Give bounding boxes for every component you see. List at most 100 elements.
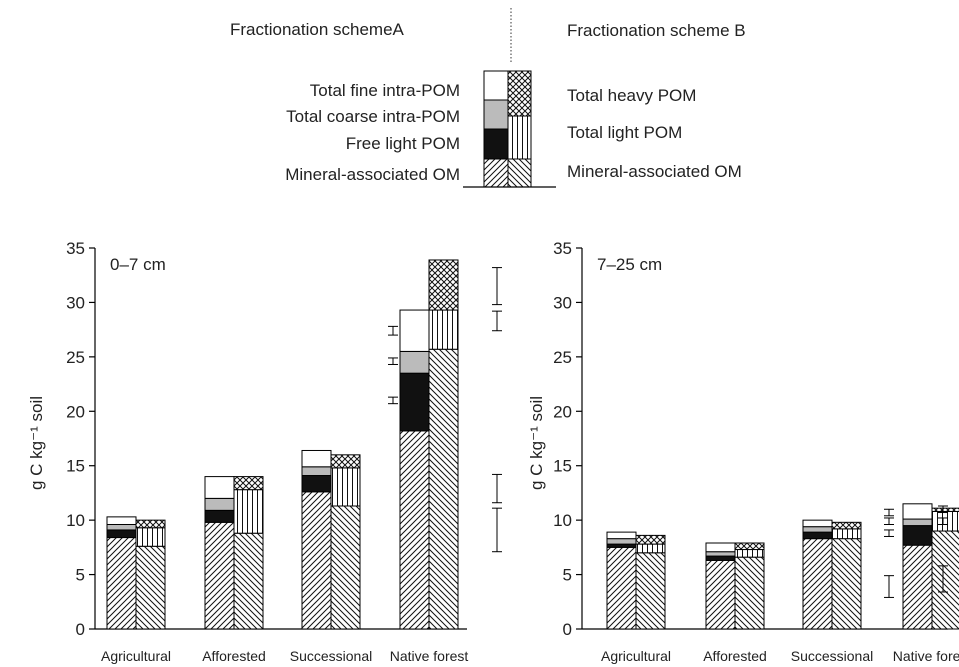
legend-swatch-mineral-om-b: [507, 158, 532, 188]
bar-segment-a: [705, 551, 736, 557]
bar-segment-a: [399, 350, 430, 374]
x-category-label: Afforested: [202, 648, 266, 664]
y-tick-label: 15: [66, 457, 85, 476]
bar-segment-b: [330, 454, 361, 469]
bar-segment-b: [233, 532, 264, 630]
bar-segment-b: [931, 530, 959, 630]
y-tick-label: 20: [66, 402, 85, 421]
bar-segment-a: [301, 466, 332, 477]
legend-swatch-heavy-pom: [507, 70, 532, 117]
bar-segment-b: [931, 507, 959, 512]
bar-segment-a: [399, 430, 430, 630]
bar-segment-b: [635, 543, 666, 554]
bar-segment-b: [428, 348, 459, 630]
bar-segment-b: [135, 545, 166, 630]
error-bar: [884, 517, 894, 525]
error-bar: [884, 508, 894, 517]
y-tick-label: 25: [66, 348, 85, 367]
legend-entry-a-2: Total coarse intra-POM: [286, 107, 460, 126]
y-tick-label: 30: [66, 293, 85, 312]
x-category-label: Native forest: [390, 648, 469, 664]
bar-segment-b: [330, 505, 361, 630]
legend-swatch-light-pom: [507, 115, 532, 160]
x-category-label: Afforested: [703, 648, 767, 664]
legend-entry-b-1: Total heavy POM: [567, 86, 696, 105]
error-bar: [938, 517, 948, 525]
legend-swatch-free-light-pom: [483, 128, 509, 160]
x-category-label: Successional: [290, 648, 373, 664]
bar-segment-b: [135, 527, 166, 547]
bar-segment-b: [931, 510, 959, 532]
legend: Fractionation schemeA Fractionation sche…: [230, 8, 746, 188]
y-axis-label-right: g C kg⁻¹ soil: [527, 396, 546, 490]
y-tick-label: 10: [553, 511, 572, 530]
legend-swatch-coarse-intra-pom: [483, 99, 509, 130]
bar-segment-a: [399, 372, 430, 432]
bar-segment-a: [705, 542, 736, 553]
bar-segment-a: [705, 559, 736, 630]
bar-segment-b: [831, 528, 862, 540]
y-tick-label: 30: [553, 293, 572, 312]
y-tick-label: 35: [66, 239, 85, 258]
bar-segment-b: [831, 521, 862, 530]
panel-label-left: 0–7 cm: [110, 255, 166, 274]
y-tick-label: 10: [66, 511, 85, 530]
panel-0-7cm: g C kg⁻¹ soil 0–7 cm 0 5 10 15 20 25 30 35 Agric…: [27, 239, 502, 664]
x-category-label: Agricultural: [101, 648, 171, 664]
y-tick-label: 15: [553, 457, 572, 476]
bar-segment-b: [233, 489, 264, 534]
legend-entry-a-1: Total fine intra-POM: [310, 81, 460, 100]
x-category-label: Successional: [791, 648, 874, 664]
bar-segment-b: [734, 542, 765, 551]
legend-entry-b-2: Total light POM: [567, 123, 682, 142]
error-bar: [492, 267, 502, 306]
bar-segment-a: [106, 523, 137, 531]
bar-segment-a: [106, 516, 137, 525]
bar-segment-a: [606, 538, 637, 545]
error-bar: [492, 507, 502, 553]
bar-segment-a: [204, 509, 235, 523]
bar-segment-b: [428, 259, 459, 311]
bar-segment-a: [802, 531, 833, 540]
legend-scheme-a-title: Fractionation schemeA: [230, 20, 405, 39]
bar-segment-b: [635, 552, 666, 630]
y-tick-label: 20: [553, 402, 572, 421]
error-bar: [884, 529, 894, 537]
legend-swatch-fine-intra-pom: [483, 70, 509, 101]
bar-segment-a: [802, 519, 833, 528]
bar-segment-a: [301, 449, 332, 468]
legend-swatch-mineral-om-a: [483, 158, 509, 188]
bar-segment-a: [204, 476, 235, 499]
bar-segment-a: [802, 538, 833, 630]
x-category-label: Agricultural: [601, 648, 671, 664]
bar-segment-b: [135, 519, 166, 529]
bar-segment-b: [330, 467, 361, 507]
bar-segment-b: [428, 309, 459, 350]
legend-entry-b-3: Mineral-associated OM: [567, 162, 742, 181]
bar-segment-a: [204, 521, 235, 630]
panel-label-right: 7–25 cm: [597, 255, 662, 274]
bar-segment-a: [106, 529, 137, 539]
error-bar: [492, 473, 502, 504]
bar-segment-a: [802, 526, 833, 533]
bar-segment-b: [635, 534, 666, 545]
y-tick-label: 5: [76, 566, 85, 585]
y-tick-label: 25: [553, 348, 572, 367]
x-category-label: Native forest: [893, 648, 959, 664]
bar-segment-a: [902, 503, 933, 520]
error-bar: [884, 575, 894, 598]
bar-segment-b: [734, 549, 765, 558]
plot-area-left: 0 5 10 15 20 25 30 35 Agricultural Afforested Succ…: [66, 239, 502, 664]
bar-segment-a: [902, 544, 933, 630]
error-bar: [388, 325, 398, 336]
y-tick-label: 0: [76, 620, 85, 639]
bar-segment-b: [734, 556, 765, 630]
panel-7-25cm: g C kg⁻¹ soil 7–25 cm 0 5 10 15 20 25 30 35 Agri…: [527, 239, 959, 664]
legend-entry-a-4: Mineral-associated OM: [285, 165, 460, 184]
bar-segment-a: [301, 475, 332, 493]
error-bar: [388, 357, 398, 365]
bar-segment-a: [705, 555, 736, 561]
bar-segment-b: [233, 476, 264, 491]
bar-segment-b: [831, 538, 862, 630]
